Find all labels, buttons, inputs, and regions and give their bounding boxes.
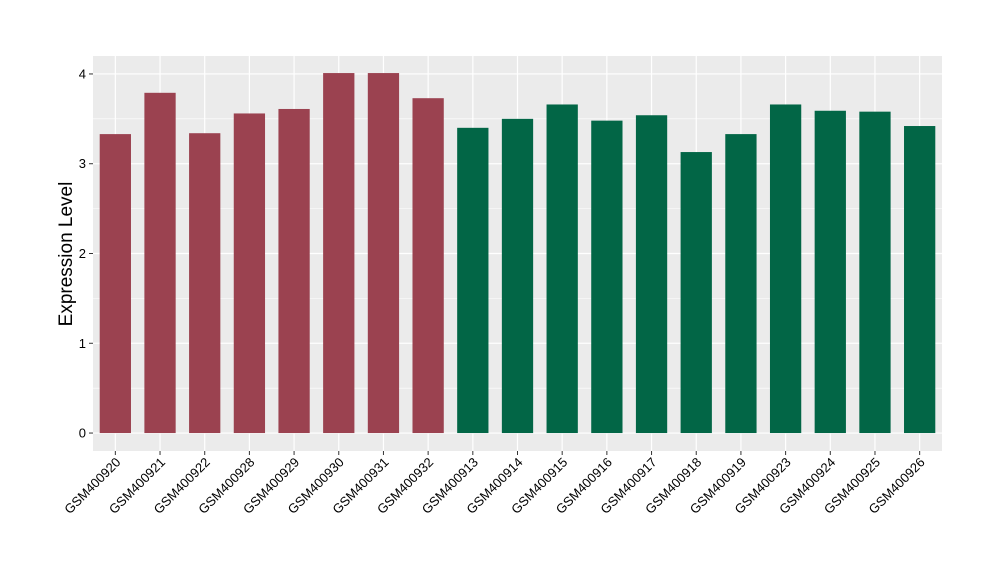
bar-GSM400926 <box>904 126 936 434</box>
bar-GSM400924 <box>814 110 846 434</box>
bar-GSM400922 <box>189 133 221 434</box>
bar-GSM400923 <box>769 104 802 434</box>
y-axis: 0 1 2 3 4 <box>79 66 93 441</box>
bar-GSM400931 <box>367 73 400 434</box>
bars <box>99 73 936 434</box>
bar-GSM400925 <box>859 111 891 434</box>
bar-GSM400914 <box>501 118 534 434</box>
bar-GSM400930 <box>323 73 355 434</box>
bar-GSM400917 <box>635 115 668 434</box>
y-tick-label: 1 <box>79 336 86 351</box>
y-tick-label: 3 <box>79 156 86 171</box>
bar-GSM400920 <box>99 134 131 434</box>
bar-GSM400918 <box>680 152 712 434</box>
x-axis: GSM400920GSM400921GSM400922GSM400928GSM4… <box>61 451 928 517</box>
bar-GSM400932 <box>412 98 444 434</box>
bar-GSM400929 <box>278 108 310 434</box>
y-tick-label: 0 <box>79 426 86 441</box>
bar-GSM400919 <box>725 134 757 434</box>
bar-GSM400915 <box>546 104 578 434</box>
y-tick-label: 2 <box>79 246 86 261</box>
bar-GSM400913 <box>457 127 489 434</box>
bar-GSM400916 <box>591 120 623 434</box>
y-axis-label: Expression Level <box>56 182 77 327</box>
bar-GSM400928 <box>233 113 266 434</box>
y-tick-label: 4 <box>79 66 86 81</box>
bar-GSM400921 <box>144 92 176 434</box>
